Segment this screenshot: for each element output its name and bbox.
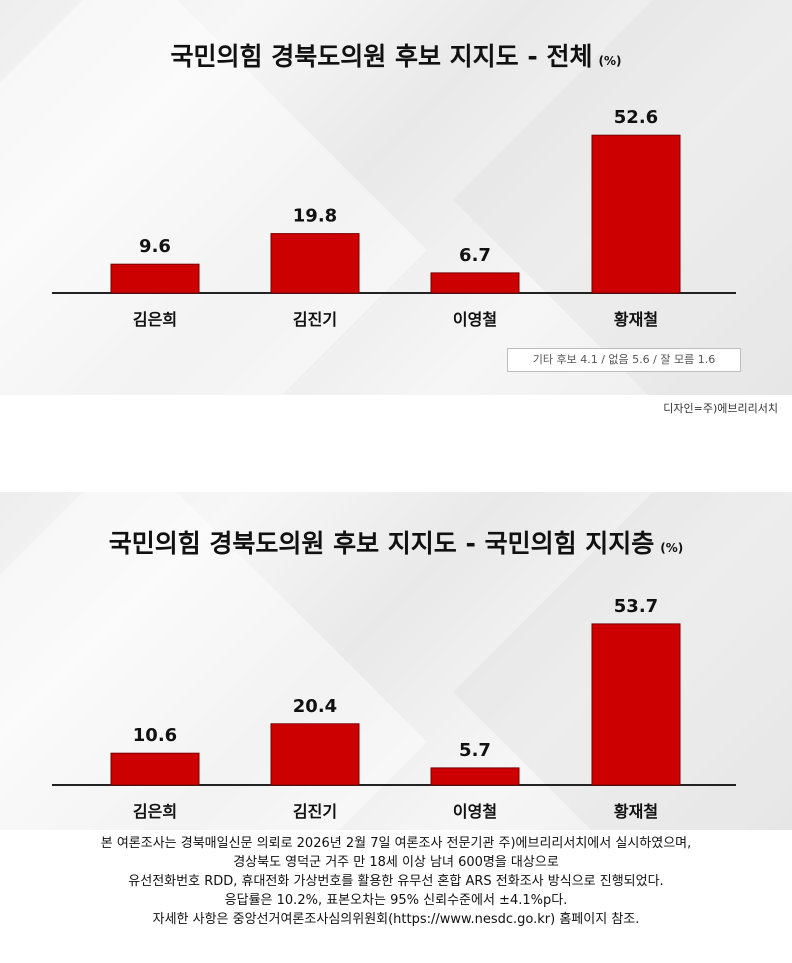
category-label-2: 김진기 bbox=[293, 802, 337, 821]
data-label-1: 9.6 bbox=[139, 236, 171, 257]
data-label-4: 53.7 bbox=[614, 596, 658, 617]
data-label-2: 20.4 bbox=[293, 696, 337, 717]
category-label-2: 김진기 bbox=[293, 310, 337, 329]
survey-note-line: 자세한 사항은 중앙선거여론조사심의위원회(https://www.nesdc.… bbox=[152, 912, 640, 927]
data-label-4: 52.6 bbox=[614, 107, 658, 128]
survey-methodology-note: 본 여론조사는 경북매일신문 의뢰로 2026년 2월 7일 여론조사 전문기관… bbox=[0, 834, 792, 929]
bar-chart-ppp-supporters: 10.6 김은희 20.4 김진기 5.7 이영철 53.7 황재철 bbox=[52, 596, 736, 821]
category-label-3: 이영철 bbox=[453, 310, 497, 329]
bar-chart-overall: 9.6 김은희 19.8 김진기 6.7 이영철 52.6 황재철 bbox=[52, 107, 736, 329]
bar-1 bbox=[110, 263, 200, 294]
bar-1 bbox=[110, 752, 200, 786]
survey-note-line: 응답률은 10.2%, 표본오차는 95% 신뢰수준에서 ±4.1%p다. bbox=[224, 893, 568, 908]
chart-title-ppp-supporters: 국민의힘 경북도의원 후보 지지도 - 국민의힘 지지층 (%) bbox=[0, 524, 792, 560]
bar-2 bbox=[270, 723, 360, 786]
chart-title-text: 국민의힘 경북도의원 후보 지지도 - 국민의힘 지지층 bbox=[108, 529, 655, 558]
chart-title-text: 국민의힘 경북도의원 후보 지지도 - 전체 bbox=[170, 42, 593, 71]
survey-note-line: 본 여론조사는 경북매일신문 의뢰로 2026년 2월 7일 여론조사 전문기관… bbox=[100, 836, 692, 851]
chart-unit: (%) bbox=[598, 54, 622, 68]
category-label-3: 이영철 bbox=[453, 802, 497, 821]
chart-unit: (%) bbox=[660, 541, 684, 555]
bar-3 bbox=[430, 767, 520, 786]
bar-3 bbox=[430, 272, 520, 294]
bar-2 bbox=[270, 233, 360, 294]
bar-4 bbox=[591, 134, 681, 294]
other-responses-note: 기타 후보 4.1 / 없음 5.6 / 잘 모름 1.6 bbox=[507, 348, 741, 372]
bar-4 bbox=[591, 623, 681, 786]
category-label-1: 김은희 bbox=[133, 802, 177, 821]
category-label-4: 황재철 bbox=[614, 802, 658, 821]
design-credit: 디자인=주)에브리리서치 bbox=[663, 402, 778, 415]
data-label-3: 6.7 bbox=[459, 245, 491, 266]
data-label-3: 5.7 bbox=[459, 740, 491, 761]
survey-note-line: 유선전화번호 RDD, 휴대전화 가상번호를 활용한 유무선 혼합 ARS 전화… bbox=[128, 874, 664, 889]
survey-note-line: 경상북도 영덕군 거주 만 18세 이상 남녀 600명을 대상으로 bbox=[233, 855, 559, 870]
data-label-1: 10.6 bbox=[133, 725, 177, 746]
data-label-2: 19.8 bbox=[293, 206, 337, 227]
category-label-1: 김은희 bbox=[133, 310, 177, 329]
category-label-4: 황재철 bbox=[614, 310, 658, 329]
chart-title-overall: 국민의힘 경북도의원 후보 지지도 - 전체 (%) bbox=[0, 37, 792, 73]
